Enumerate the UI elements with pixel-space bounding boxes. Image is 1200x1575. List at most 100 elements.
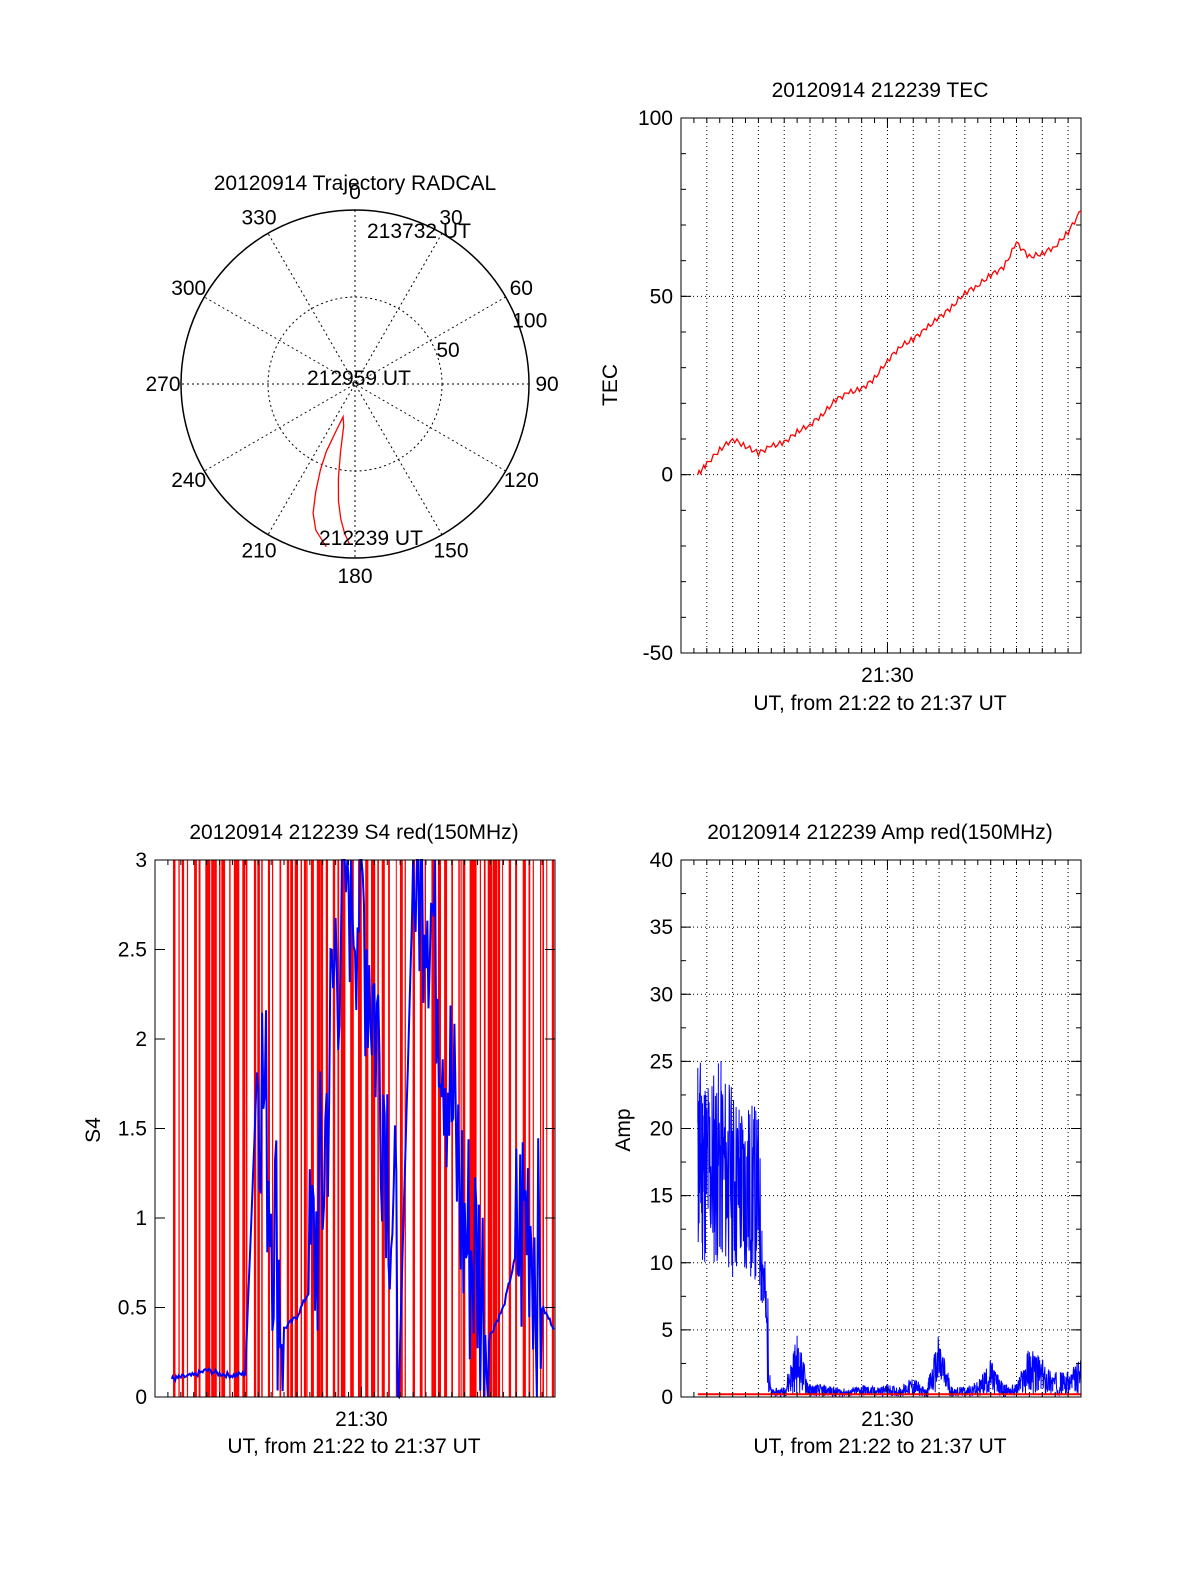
polar-angle-tick: 120: [504, 469, 539, 492]
s4-red-spike: [460, 860, 462, 1397]
polar-spoke: [267, 233, 443, 535]
polar-angle-tick: 210: [241, 539, 276, 562]
s4-xlabel: UT, from 21:22 to 21:37 UT: [227, 1435, 480, 1458]
s4-red-spike: [469, 860, 474, 1397]
s4-title: 20120914 212239 S4 red(150MHz): [189, 821, 518, 844]
s4-red-spike: [365, 860, 369, 1397]
s4-red-spike: [173, 860, 176, 1397]
s4-red-spike: [508, 860, 512, 1397]
s4-red-spike: [303, 860, 307, 1397]
y-tick-label: 1: [135, 1207, 147, 1230]
s4-red-spike: [294, 860, 298, 1397]
s4-red-spike: [492, 860, 496, 1397]
y-tick-label: 50: [650, 285, 673, 308]
x-tick-label: 21:30: [335, 1408, 388, 1431]
s4-red-spike: [279, 860, 282, 1397]
s4-red-spike: [205, 860, 209, 1397]
tec-ylabel: TEC: [599, 364, 622, 406]
s4-red-spike: [483, 860, 486, 1397]
s4-ticks: 0 0.5 1 1.5 2 2.5 3 21:30: [118, 849, 555, 1431]
amp-chart: 20120914 212239 Amp red(150MHz) 0 5 10 15 20…: [612, 821, 1082, 1458]
s4-red-spike: [395, 860, 397, 1397]
polar-radial-tick: 100: [512, 309, 547, 332]
s4-chart: 20120914 212239 S4 red(150MHz) 0 0.5 1 1.5 2…: [82, 821, 556, 1458]
polar-angle-tick: 30: [439, 207, 462, 230]
s4-red-spike: [412, 860, 415, 1397]
polar-angle-tick: 150: [433, 539, 468, 562]
s4-red-spike: [343, 860, 346, 1397]
y-tick-label: 15: [650, 1185, 673, 1208]
s4-red-spike: [219, 860, 221, 1397]
s4-red-spike: [358, 860, 362, 1397]
s4-red-spike: [495, 860, 498, 1397]
y-tick-label: 0.5: [118, 1297, 147, 1320]
tec-plot-frame: [680, 117, 1082, 654]
s4-red-spike: [431, 860, 436, 1397]
polar-angle-tick: 60: [510, 277, 533, 300]
s4-red-spike: [221, 860, 226, 1397]
s4-red-spike: [437, 860, 441, 1397]
y-tick-label: -50: [643, 642, 673, 665]
s4-red-spike: [300, 860, 302, 1397]
s4-red-spike: [267, 860, 270, 1397]
s4-red-spike: [400, 860, 403, 1397]
y-tick-label: 2: [135, 1028, 147, 1051]
polar-angle-labels: 0 30 60 90 120 150 180 210 240 270 300 330: [145, 181, 558, 588]
s4-red-spike: [419, 860, 423, 1397]
polar-angle-tick: 330: [241, 207, 276, 230]
amp-ticks: 0 5 10 15 20 25 30 35 40 21:30: [650, 849, 1081, 1431]
s4-red-spike: [487, 860, 492, 1397]
s4-red-spike: [435, 860, 437, 1397]
s4-red-spike: [181, 860, 185, 1397]
s4-red-spike: [462, 860, 466, 1397]
s4-red-spike: [479, 860, 481, 1397]
x-tick-label: 21:30: [861, 1408, 914, 1431]
y-tick-label: 3: [135, 849, 147, 872]
y-tick-label: 25: [650, 1050, 673, 1073]
s4-ylabel: S4: [82, 1117, 105, 1143]
polar-grid: [180, 209, 530, 559]
polar-radial-tick: 50: [436, 339, 459, 362]
s4-red-spike: [451, 860, 453, 1397]
polar-angle-tick: 0: [349, 181, 361, 204]
s4-red-spike: [194, 860, 197, 1397]
polar-angle-tick: 240: [171, 469, 206, 492]
s4-red-spike: [272, 860, 274, 1397]
y-tick-label: 30: [650, 983, 673, 1006]
s4-red-spike: [424, 860, 426, 1397]
s4-red-spike: [542, 860, 544, 1397]
trajectory-end-label: 213732 UT: [367, 220, 471, 243]
y-tick-label: 0: [661, 1386, 673, 1409]
s4-red-spike: [242, 860, 246, 1397]
s4-red-spike: [186, 860, 189, 1397]
s4-red-spike: [371, 860, 374, 1397]
polar-radial-labels: 50 100: [436, 309, 547, 362]
s4-red-spike: [214, 860, 217, 1397]
amp-ylabel: Amp: [612, 1108, 635, 1151]
y-tick-label: 2.5: [118, 939, 147, 962]
polar-angle-tick: 90: [535, 373, 558, 396]
s4-red-spike: [229, 860, 231, 1397]
s4-red-spike: [474, 860, 477, 1397]
s4-red-spike: [340, 860, 344, 1397]
s4-red-spike: [207, 860, 211, 1397]
s4-red-spike: [178, 860, 180, 1397]
polar-angle-tick: 180: [337, 565, 372, 588]
s4-red-spike: [306, 860, 308, 1397]
s4-red-spike: [337, 860, 340, 1397]
amp-title: 20120914 212239 Amp red(150MHz): [707, 821, 1053, 844]
s4-red-spike: [233, 860, 238, 1397]
s4-red-spike: [198, 860, 201, 1397]
s4-red-spike: [388, 860, 390, 1397]
tec-grid: [681, 117, 1081, 654]
y-tick-label: 35: [650, 916, 673, 939]
trajectory-title: 20120914 Trajectory RADCAL: [214, 172, 497, 195]
s4-red-spike: [286, 860, 290, 1397]
amp-xlabel: UT, from 21:22 to 21:37 UT: [753, 1435, 1006, 1458]
amp-grid: [681, 859, 1081, 1398]
tec-title: 20120914 212239 TEC: [772, 79, 989, 102]
tec-ticks: -50 0 50 100 21:30: [638, 107, 1081, 687]
s4-red-spike: [540, 860, 542, 1397]
s4-red-spike: [310, 860, 314, 1397]
